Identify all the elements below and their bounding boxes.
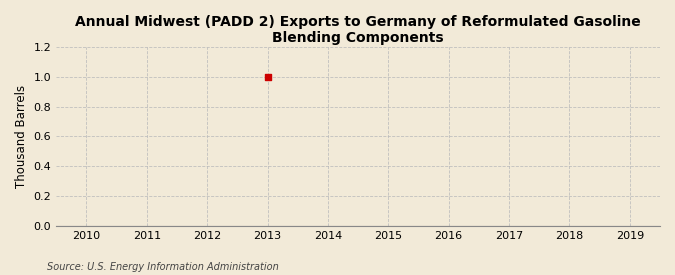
Title: Annual Midwest (PADD 2) Exports to Germany of Reformulated Gasoline Blending Com: Annual Midwest (PADD 2) Exports to Germa… bbox=[75, 15, 641, 45]
Y-axis label: Thousand Barrels: Thousand Barrels bbox=[15, 85, 28, 188]
Text: Source: U.S. Energy Information Administration: Source: U.S. Energy Information Administ… bbox=[47, 262, 279, 272]
Point bbox=[262, 75, 273, 79]
